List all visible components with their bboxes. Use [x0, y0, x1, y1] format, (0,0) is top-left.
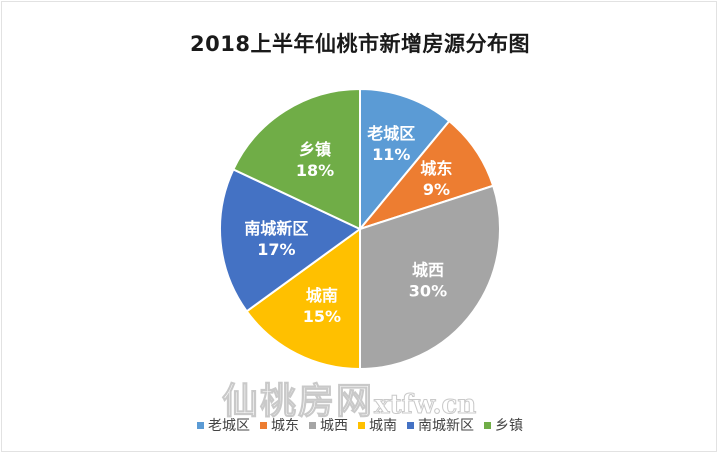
- legend-swatch: [197, 421, 204, 429]
- pie-slice: [245, 227, 361, 371]
- watermark-domain: xtfw.cn: [374, 390, 477, 421]
- legend-swatch: [358, 421, 365, 429]
- slice-category-label: 城东: [420, 159, 452, 178]
- legend-label: 老城区: [208, 418, 250, 434]
- pie-slice: [219, 168, 362, 313]
- legend: 老城区 城东 城西 城南 南城新区 乡镇: [0, 415, 720, 435]
- pie-slice: [359, 184, 501, 371]
- slice-category-label: 城西: [412, 260, 444, 279]
- legend-item-chengxi: 城西: [309, 415, 348, 435]
- pie-slice: [359, 87, 451, 232]
- slice-category-label: 南城新区: [244, 219, 308, 238]
- legend-item-chengnan: 城南: [358, 415, 397, 435]
- slice-category-label: 老城区: [366, 124, 415, 143]
- legend-item-nanchengxinqu: 南城新区: [407, 415, 474, 435]
- legend-swatch: [309, 421, 316, 429]
- slice-percent-label: 18%: [296, 161, 334, 180]
- pie-slice: [357, 119, 495, 232]
- watermark: 仙桃房网xtfw.cn: [221, 372, 512, 423]
- chart-title: 2018上半年仙桃市新增房源分布图: [190, 32, 530, 56]
- slice-percent-label: 11%: [372, 145, 410, 164]
- watermark-cn: 仙桃房网: [221, 380, 375, 423]
- legend-swatch: [407, 421, 414, 429]
- pie-slice: [231, 87, 361, 231]
- legend-item-xiangzhen: 乡镇: [484, 415, 523, 435]
- legend-item-chengdong: 城东: [260, 415, 299, 435]
- legend-label: 城东: [271, 418, 299, 434]
- legend-swatch: [484, 421, 491, 429]
- pie-slices: [219, 87, 501, 371]
- legend-label: 城西: [320, 418, 348, 434]
- slice-category-label: 城南: [306, 286, 338, 305]
- legend-swatch: [260, 421, 267, 429]
- slice-percent-label: 30%: [409, 281, 447, 300]
- legend-label: 南城新区: [418, 418, 474, 434]
- slice-category-label: 乡镇: [299, 140, 331, 159]
- legend-label: 城南: [369, 418, 397, 434]
- slice-percent-label: 17%: [257, 240, 295, 259]
- slice-percent-label: 15%: [303, 307, 341, 326]
- legend-item-laochengqu: 老城区: [197, 415, 250, 435]
- pie-labels: 老城区 11% 城东 9% 城西 30% 城南 15% 南城新区 17% 乡镇 18%: [244, 124, 452, 326]
- slice-percent-label: 9%: [423, 180, 450, 199]
- legend-label: 乡镇: [495, 418, 523, 434]
